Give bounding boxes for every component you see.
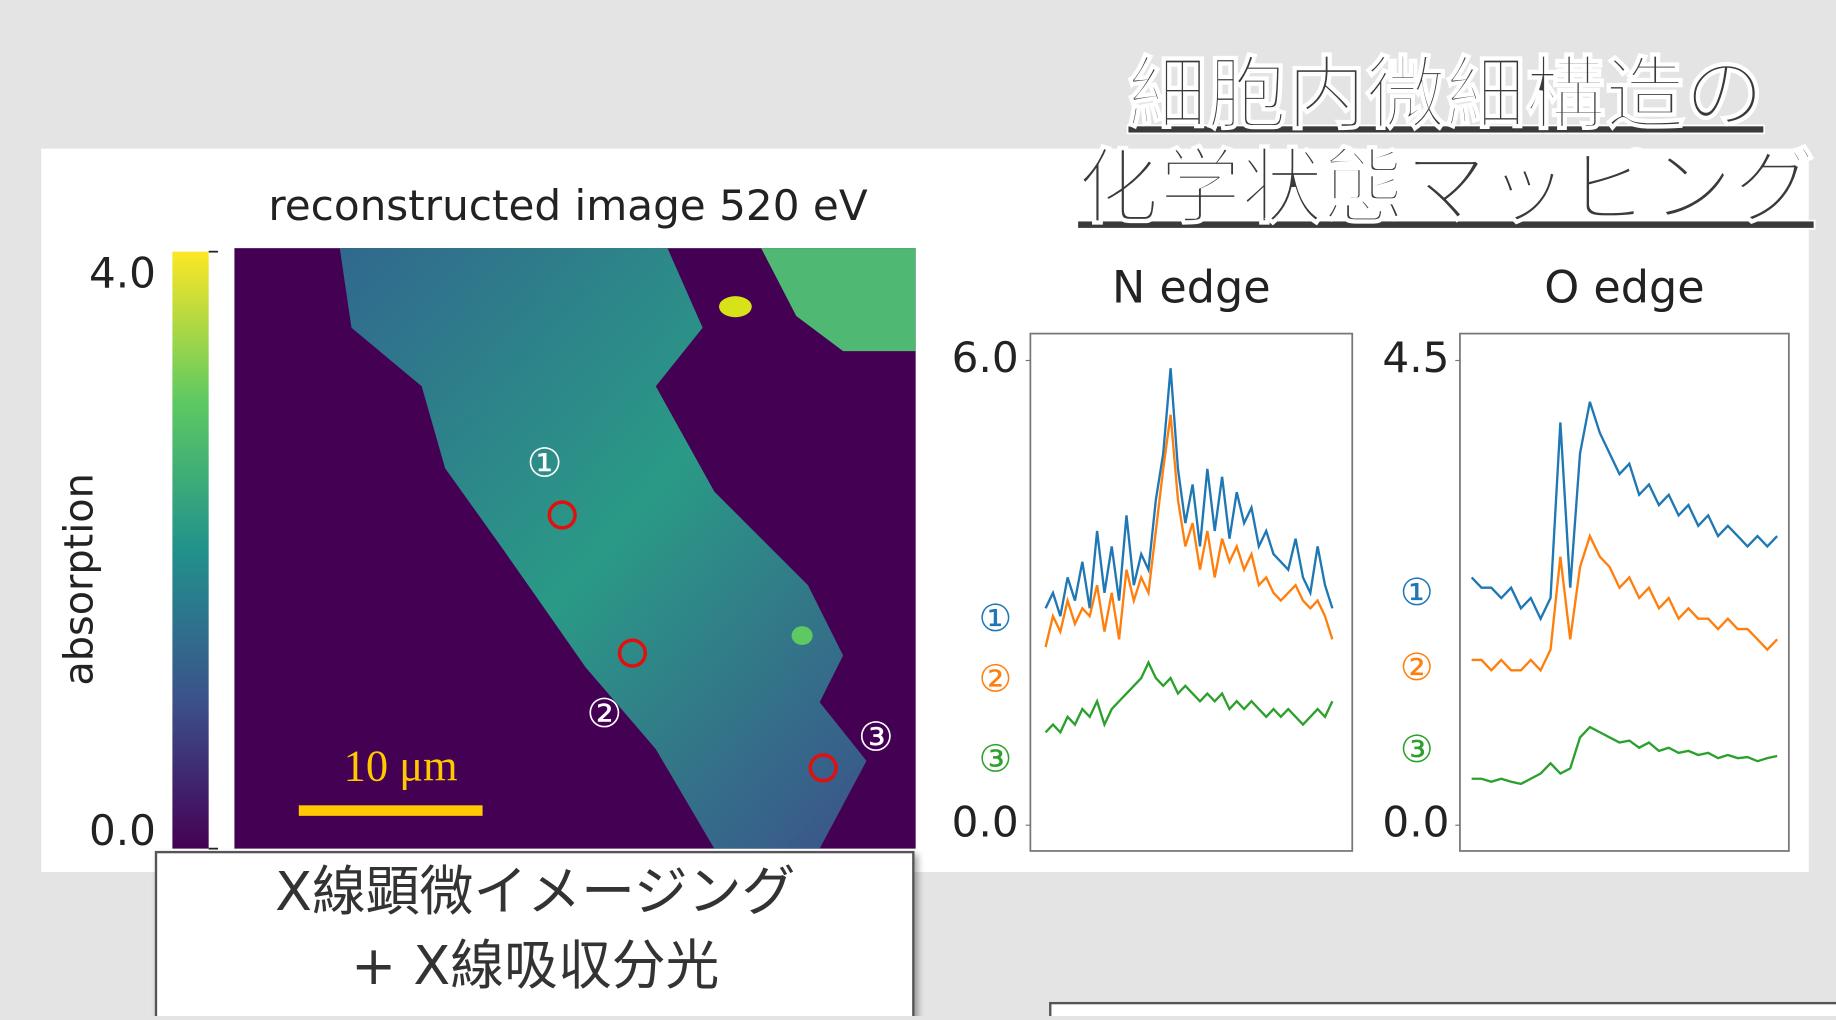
legend-label: ③: [978, 736, 1012, 780]
particle: [792, 626, 813, 645]
legend-label: ③: [1400, 727, 1434, 771]
chart-title: N edge: [1112, 262, 1271, 313]
cropped-box: [1050, 1003, 1836, 1016]
colorbar-label: absorption: [57, 473, 103, 686]
y-tick-label: 6.0: [952, 333, 1019, 382]
legend-label: ②: [1400, 645, 1434, 689]
y-tick-label: 4.5: [1382, 333, 1449, 382]
scale-bar: [299, 805, 483, 816]
roi-label: ①: [527, 440, 563, 486]
title-line: 化学状態マッピング: [1077, 141, 1814, 236]
colorbar: [172, 252, 208, 849]
colorbar-tick-label: 0.0: [89, 806, 156, 855]
title-line: 細胞内微細構造の: [1128, 47, 1765, 140]
particle: [719, 296, 752, 317]
legend-label: ①: [1400, 570, 1434, 614]
caption-line: X線顕微イメージング: [275, 860, 795, 923]
roi-label: ③: [858, 714, 894, 760]
y-tick-label: 0.0: [1382, 798, 1449, 847]
colorbar-tick-label: 4.0: [89, 249, 156, 298]
legend-label: ①: [978, 596, 1012, 640]
chart-title: O edge: [1544, 262, 1704, 313]
slide: 細胞内微細構造の 化学状態マッピング reconstructed image 5…: [0, 0, 1836, 1016]
image-title: reconstructed image 520 eV: [268, 181, 867, 230]
caption-line: + X線吸収分光: [351, 934, 719, 997]
scale-bar-label: 10 μm: [344, 740, 458, 790]
roi-label: ②: [586, 691, 622, 737]
legend-label: ②: [978, 657, 1012, 701]
y-tick-label: 0.0: [952, 798, 1019, 847]
